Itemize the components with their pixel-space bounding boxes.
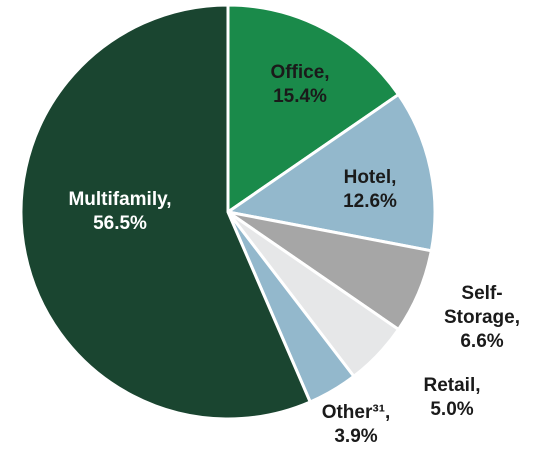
value-label: 56.5% bbox=[93, 213, 147, 234]
category-label: Office, bbox=[270, 62, 330, 83]
category-label: Retail, bbox=[423, 375, 481, 396]
value-label: 5.0% bbox=[430, 399, 474, 420]
slice-label: Multifamily, 56.5% bbox=[20, 188, 220, 236]
slice-label: Self-Storage, 6.6% bbox=[437, 282, 527, 354]
slice-label: Retail, 5.0% bbox=[392, 374, 512, 422]
slice-label: Office, 15.4% bbox=[240, 61, 360, 109]
pie-slice bbox=[224, 92, 437, 253]
slice-label: Hotel, 12.6% bbox=[310, 166, 430, 214]
value-label: 12.6% bbox=[343, 191, 397, 212]
value-label: 3.9% bbox=[334, 426, 378, 447]
category-label: Self-Storage, bbox=[443, 283, 521, 328]
value-label: 6.6% bbox=[460, 331, 504, 352]
value-label: 15.4% bbox=[273, 86, 327, 107]
category-label: Multifamily, bbox=[68, 189, 172, 210]
pie-slice bbox=[19, 3, 313, 421]
category-label: Other³¹, bbox=[321, 402, 391, 423]
slice-label: Other³¹, 3.9% bbox=[296, 401, 416, 449]
category-label: Hotel, bbox=[343, 167, 397, 188]
pie-slice bbox=[226, 3, 401, 215]
